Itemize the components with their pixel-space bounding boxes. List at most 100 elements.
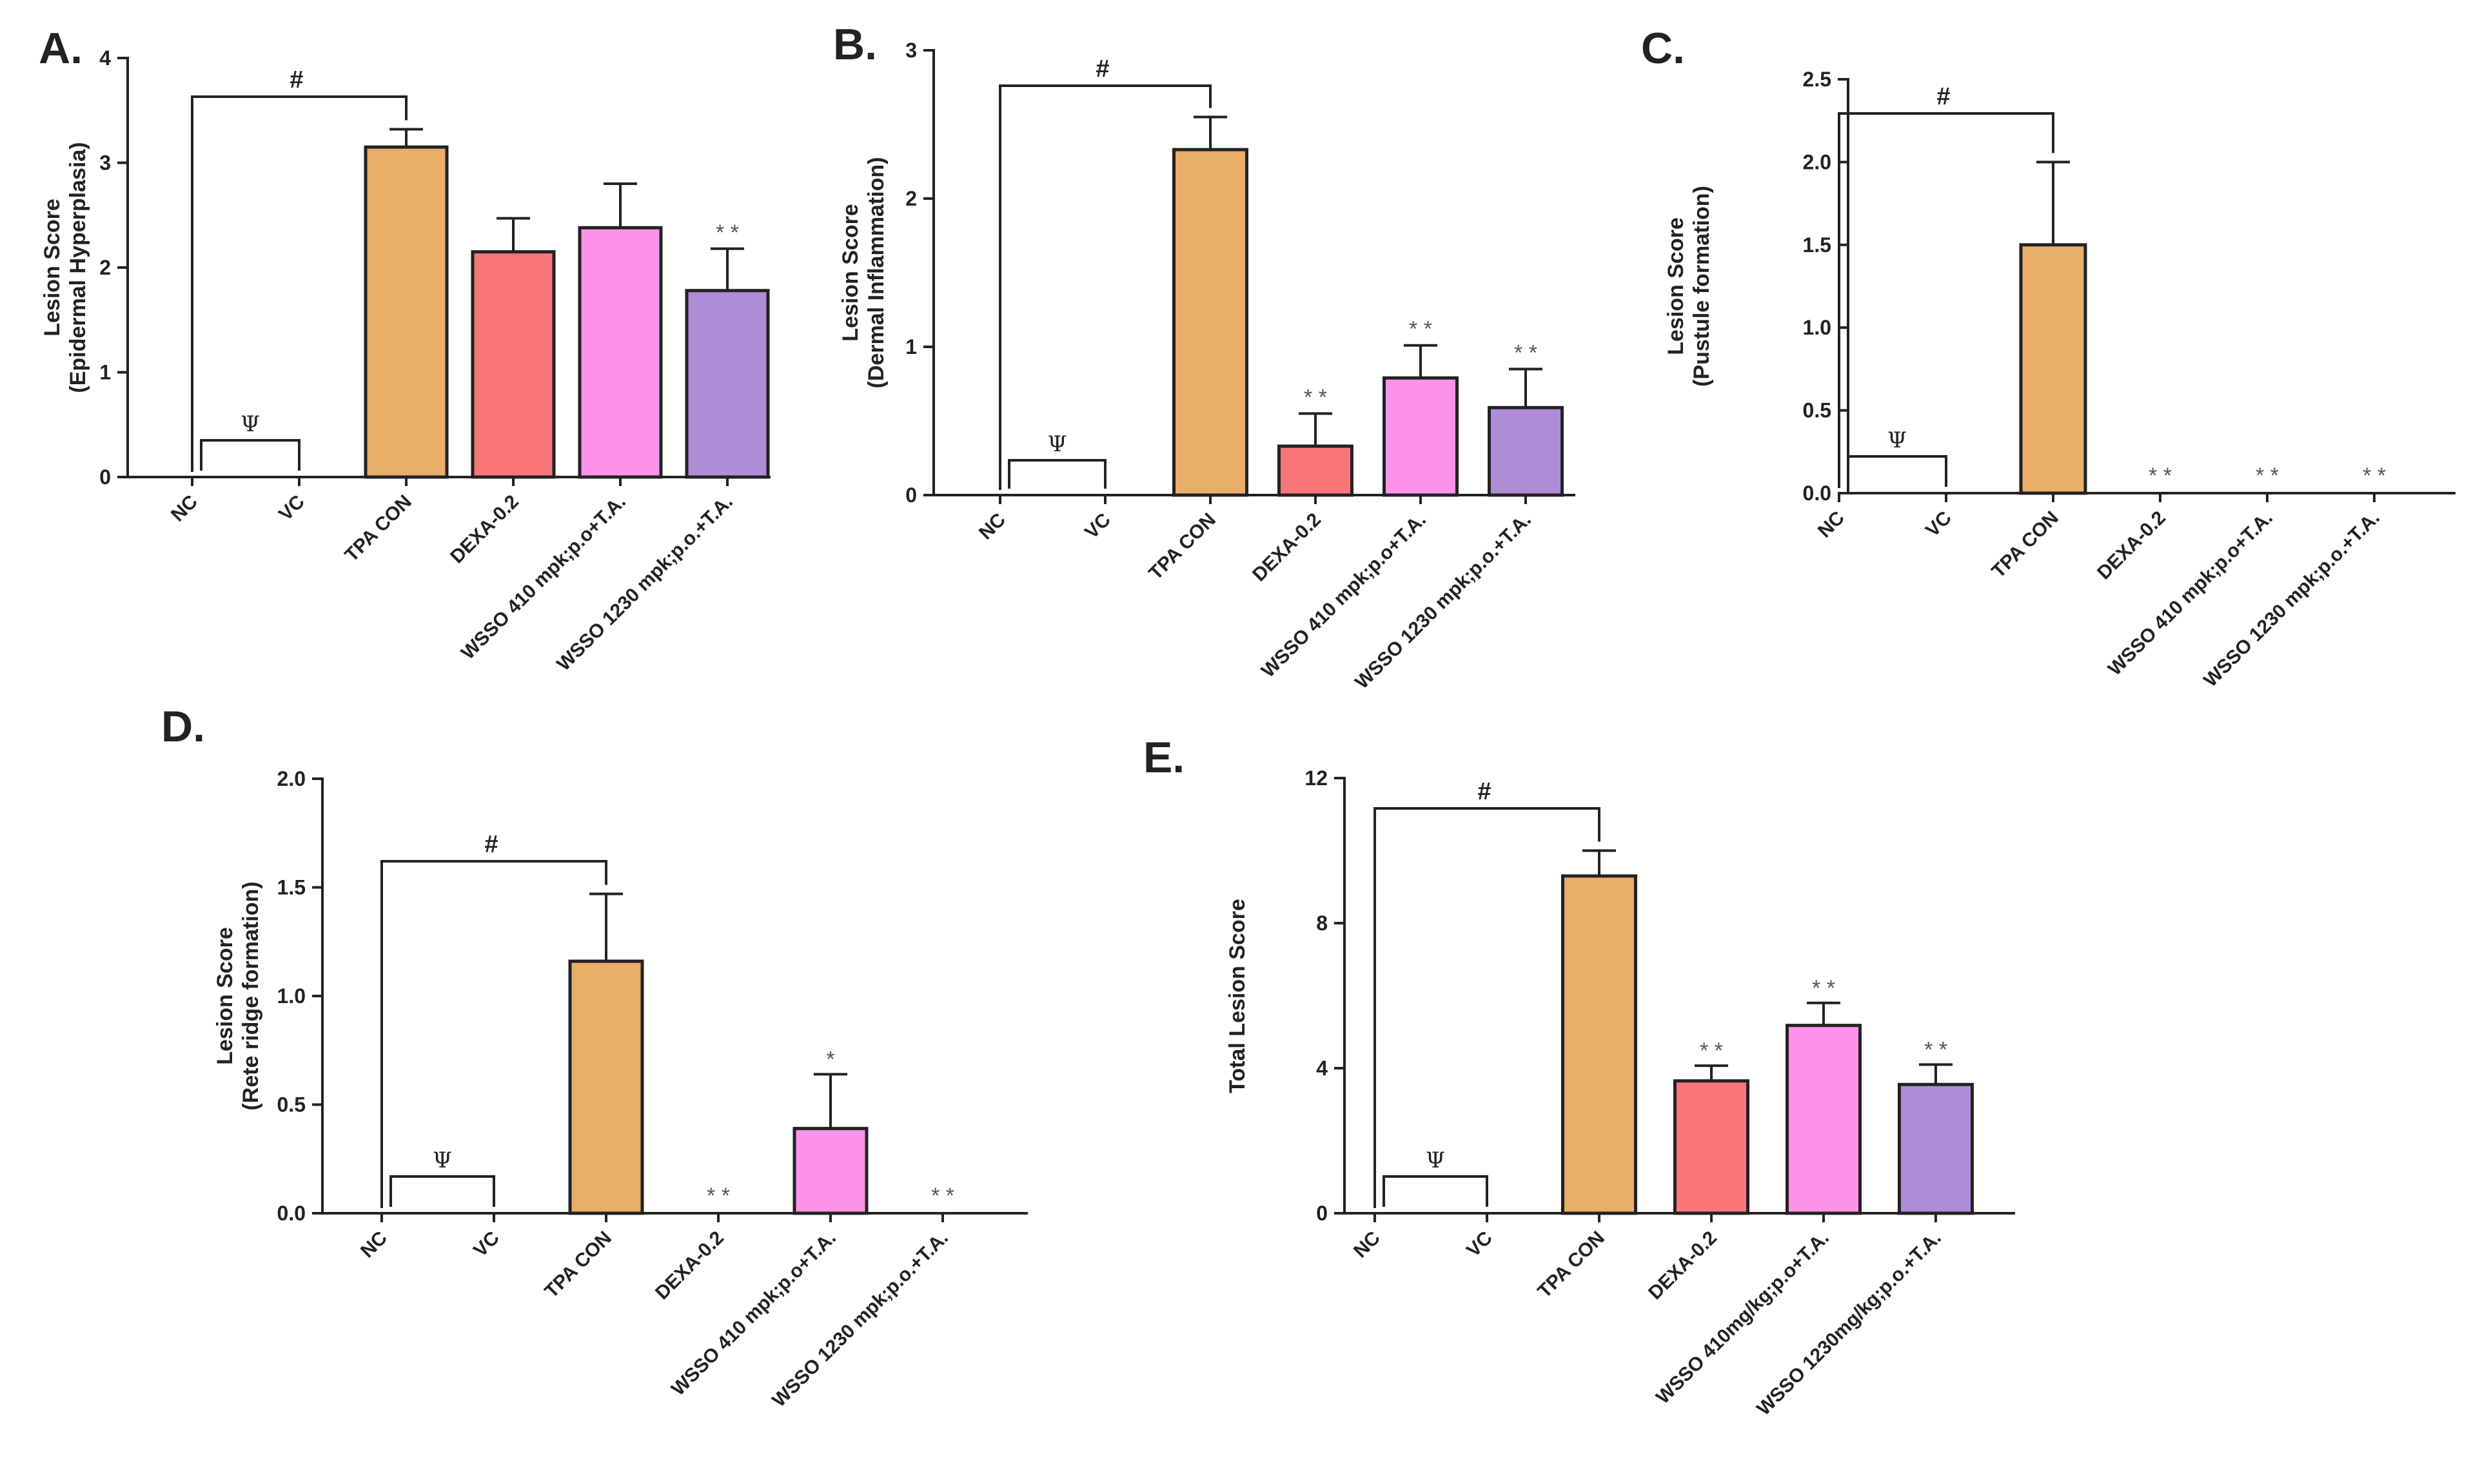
- significance-bracket: [1373, 807, 1600, 1208]
- significance-marker: * *: [2149, 464, 2172, 488]
- bar: [1383, 376, 1459, 497]
- bar: [1277, 444, 1353, 497]
- y-axis-label: Total Lesion Score: [1225, 899, 1250, 1093]
- psi-label: Ψ: [1048, 431, 1067, 457]
- bar: [1561, 874, 1637, 1215]
- x-tick-label: DEXA-0.2: [446, 491, 523, 568]
- bar: [1172, 148, 1248, 497]
- bar: [2019, 243, 2087, 495]
- x-tick-label: DEXA-0.2: [1248, 509, 1325, 586]
- y-tick-label: 0: [99, 465, 111, 489]
- x-tick-label: NC: [1350, 1227, 1384, 1262]
- y-tick-label: 2: [905, 187, 917, 210]
- significance-marker: * *: [1304, 386, 1327, 410]
- bar: [685, 289, 770, 479]
- x-tick-label: WSSO 1230 mpk;p.o.+T.A.: [768, 1227, 952, 1412]
- psi-bracket: [200, 439, 300, 471]
- y-tick-label: 2.5: [1803, 68, 1831, 91]
- bracket-label: #: [484, 831, 498, 858]
- psi-bracket: [1008, 459, 1107, 489]
- y-axis-label: (Pustule formation): [1689, 186, 1714, 387]
- significance-marker: * *: [931, 1184, 954, 1208]
- x-tick-label: WSSO 1230 mpk;p.o.+T.A.: [2200, 507, 2384, 692]
- bar: [1898, 1082, 1974, 1215]
- y-axis-label: Lesion Score: [838, 204, 863, 342]
- y-tick-label: 0: [905, 483, 917, 507]
- bar: [1488, 405, 1564, 497]
- x-tick-label: TPA CON: [541, 1227, 616, 1302]
- significance-marker: * *: [1924, 1037, 1947, 1062]
- y-tick-label: 3: [99, 151, 111, 175]
- significance-marker: * *: [1409, 317, 1432, 342]
- x-tick-label: NC: [357, 1227, 391, 1262]
- psi-bracket: [1383, 1175, 1488, 1207]
- y-tick-label: 2.0: [277, 767, 306, 790]
- psi-label: Ψ: [433, 1147, 452, 1173]
- panel-label: A.: [39, 24, 83, 73]
- significance-marker: * *: [1514, 341, 1537, 366]
- y-tick-label: 4: [99, 46, 111, 70]
- panel-label: B.: [833, 20, 877, 69]
- y-axis-label: (Dermal Inflammation): [864, 157, 889, 389]
- panel-label: C.: [1641, 24, 1685, 73]
- significance-marker: * *: [1700, 1039, 1723, 1063]
- y-tick-label: 4: [1316, 1057, 1328, 1080]
- bar: [1786, 1024, 1862, 1215]
- y-axis-label: Lesion Score: [213, 927, 237, 1065]
- y-axis-label: Lesion Score: [40, 199, 64, 337]
- panel-label: E.: [1143, 733, 1185, 782]
- x-tick-label: NC: [1814, 507, 1849, 542]
- panel-d: D. 0.0 0.5 1.0 1.5 2.0 Lesion Score (Rete ridge…: [161, 702, 1028, 1411]
- x-tick-label: TPA CON: [1145, 509, 1220, 584]
- panel-e: E. 0 4 8 12 Total Lesion Score NC VC TPA CON * * D…: [1143, 733, 2015, 1420]
- y-tick-label: 8: [1316, 912, 1328, 935]
- x-tick-label: TPA CON: [1988, 507, 2063, 582]
- psi-label: Ψ: [241, 411, 260, 437]
- panel-c: C. 0.0 0.5 1.0 1.5 2.0 2.5 Lesion Score (Pustule…: [1641, 24, 2455, 691]
- bar: [568, 959, 644, 1215]
- y-axis-label: (Epidermal Hyperplasia): [66, 142, 90, 393]
- y-tick-label: 1.0: [1803, 316, 1831, 339]
- x-tick-label: TPA CON: [1534, 1227, 1609, 1302]
- x-tick-label: VC: [1081, 509, 1115, 543]
- y-tick-label: 1: [99, 361, 111, 384]
- bar: [364, 145, 449, 479]
- x-tick-label: VC: [1922, 507, 1956, 542]
- significance-bracket: [380, 860, 607, 1208]
- bar: [792, 1127, 869, 1215]
- psi-label: Ψ: [1887, 427, 1907, 453]
- x-tick-label: WSSO 1230 mpk;p.o.+T.A.: [1351, 509, 1535, 694]
- y-tick-label: 1.5: [277, 876, 306, 899]
- x-tick-label: DEXA-0.2: [1644, 1227, 1721, 1304]
- psi-bracket: [1847, 455, 1947, 487]
- y-axis-label: (Rete ridge formation): [239, 881, 263, 1110]
- panel-b: B. 0 1 2 3 Lesion Score (Dermal Inflammation) N…: [833, 20, 1575, 693]
- x-tick-label: WSSO 1230 mpk;p.o.+T.A.: [553, 491, 737, 676]
- significance-bracket: [1838, 112, 2054, 488]
- x-tick-label: DEXA-0.2: [651, 1227, 728, 1304]
- bracket-label: #: [1936, 83, 1950, 110]
- y-tick-label: 0.5: [1803, 399, 1831, 422]
- significance-bracket: [191, 95, 408, 472]
- y-tick-label: 1: [905, 335, 917, 358]
- y-tick-label: 0.0: [1803, 482, 1831, 505]
- bracket-label: #: [1096, 55, 1109, 83]
- y-tick-label: 0.0: [277, 1202, 306, 1225]
- x-tick-label: NC: [975, 509, 1010, 544]
- x-tick-label: DEXA-0.2: [2093, 507, 2170, 584]
- significance-marker: * *: [707, 1184, 730, 1208]
- psi-bracket: [389, 1175, 495, 1207]
- panel-label: D.: [161, 702, 205, 751]
- y-tick-label: 2: [99, 256, 111, 279]
- y-axis-label: Lesion Score: [1664, 217, 1688, 355]
- significance-marker: * *: [716, 220, 739, 245]
- significance-bracket: [999, 84, 1212, 490]
- bracket-label: #: [290, 66, 303, 93]
- significance-marker: *: [826, 1047, 834, 1071]
- psi-label: Ψ: [1426, 1147, 1445, 1173]
- significance-marker: * *: [2256, 464, 2279, 488]
- x-tick-label: TPA CON: [341, 491, 416, 566]
- y-tick-label: 0.5: [277, 1093, 306, 1117]
- significance-marker: * *: [1812, 976, 1835, 1001]
